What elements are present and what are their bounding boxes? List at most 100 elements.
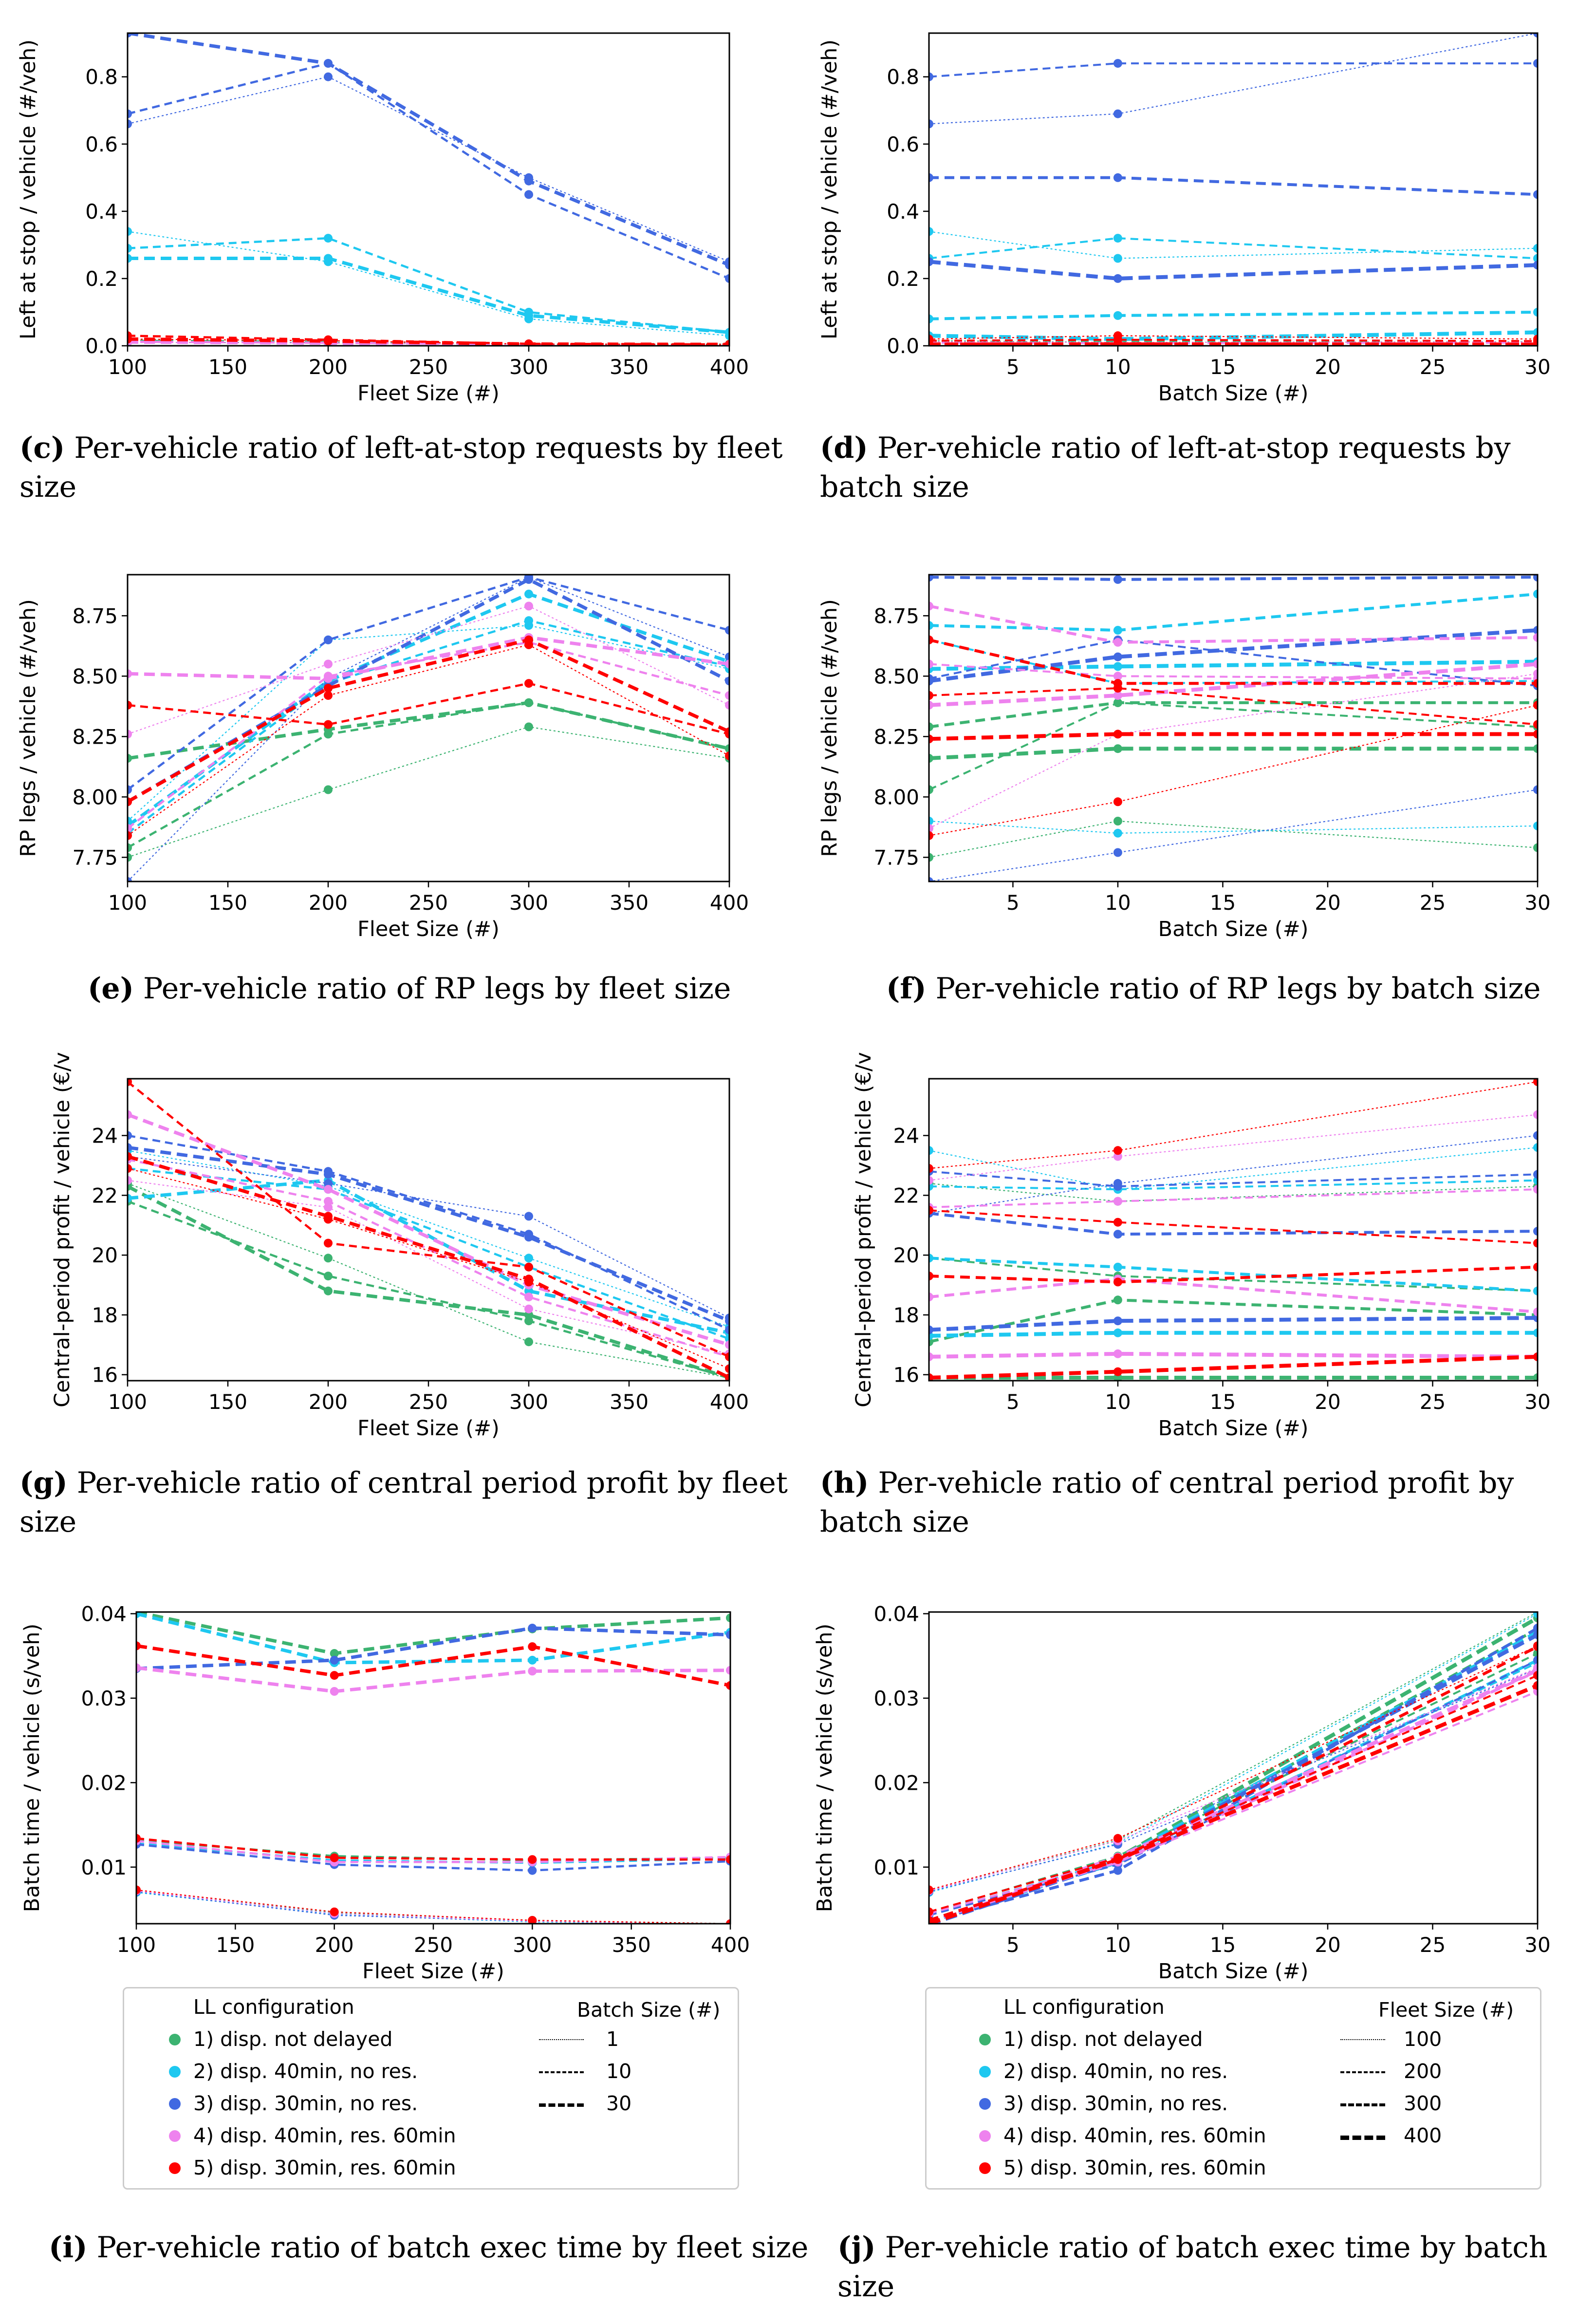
data-point: [524, 616, 533, 625]
data-point: [1113, 1295, 1122, 1305]
data-point: [726, 1666, 730, 1675]
line-style-thin-sample: [539, 2039, 584, 2040]
data-point: [929, 1164, 933, 1173]
x-tick-label: 150: [216, 1933, 255, 1957]
data-point: [1113, 744, 1122, 753]
x-tick-label: 350: [610, 891, 649, 915]
y-axis-label: Left at stop / vehicle (#/veh): [16, 39, 40, 339]
data-point: [1113, 679, 1122, 688]
y-tick-label: 0.03: [873, 1687, 919, 1710]
data-point: [1533, 821, 1538, 830]
x-tick-label: 30: [1524, 355, 1550, 379]
x-tick-label: 400: [710, 1390, 749, 1414]
line-style-thin-sample: [1340, 2039, 1385, 2040]
caption-e: (e) Per-vehicle ratio of RP legs by flee…: [88, 969, 818, 1008]
data-point: [128, 1164, 132, 1173]
data-point: [128, 843, 132, 852]
series-group: [128, 1079, 729, 1381]
data-point: [524, 589, 533, 599]
data-point: [725, 744, 729, 753]
caption-d-letter: (d): [820, 431, 868, 465]
data-point: [1113, 575, 1122, 584]
data-point: [1533, 328, 1538, 337]
data-point: [1533, 720, 1538, 729]
data-point: [725, 1352, 729, 1361]
series-line: [128, 1184, 729, 1380]
x-tick-label: 400: [710, 355, 749, 379]
legend-item-label: 3) disp. 30min, no res.: [193, 2092, 418, 2115]
data-point: [528, 1916, 537, 1924]
data-point: [1533, 730, 1538, 739]
series-line: [128, 576, 729, 881]
data-point: [524, 190, 533, 199]
series-line: [929, 1257, 1538, 1292]
x-tick-label: 350: [612, 1933, 651, 1957]
data-point: [128, 853, 132, 862]
series-line: [929, 820, 1538, 858]
x-tick-label: 10: [1105, 1390, 1131, 1414]
data-point: [1113, 1277, 1122, 1287]
x-tick-label: 15: [1210, 355, 1236, 379]
config-5-marker: [979, 2162, 991, 2174]
x-tick-label: 200: [309, 1390, 348, 1414]
series-line: [128, 1182, 729, 1378]
caption-d: (d) Per-vehicle ratio of left-at-stop re…: [820, 429, 1589, 506]
data-point: [324, 1185, 333, 1194]
series-group: [128, 33, 729, 346]
data-point: [1113, 817, 1122, 825]
data-point: [1533, 1328, 1538, 1337]
y-tick-label: 16: [92, 1363, 118, 1387]
data-point: [1113, 1866, 1122, 1875]
line-style-medium-sample: [539, 2071, 584, 2073]
x-tick-label: 300: [509, 1390, 548, 1414]
data-point: [324, 72, 333, 81]
data-point: [324, 1203, 333, 1212]
line-style-heavy-sample: [1340, 2136, 1385, 2140]
data-point: [929, 1373, 933, 1381]
legend-item: 1) disp. not delayed: [927, 2027, 1316, 2052]
legend-style-item: 300: [1316, 2092, 1530, 2116]
data-point: [1113, 1182, 1122, 1191]
data-point: [1113, 730, 1122, 739]
legend-item-label: 1) disp. not delayed: [193, 2027, 393, 2051]
data-point: [1533, 1307, 1538, 1316]
data-point: [1533, 659, 1538, 669]
x-tick-label: 5: [1006, 1933, 1020, 1957]
data-point: [1533, 1238, 1538, 1248]
x-tick-label: 20: [1315, 891, 1340, 915]
y-tick-label: 24: [92, 1124, 118, 1148]
data-point: [1113, 1316, 1122, 1326]
data-point: [929, 1919, 933, 1924]
x-tick-label: 150: [208, 1390, 247, 1414]
data-point: [128, 1176, 132, 1185]
series-line: [929, 1316, 1538, 1332]
series-line: [929, 1331, 1538, 1338]
series-line: [929, 1354, 1538, 1380]
caption-i: (i) Per-vehicle ratio of batch exec time…: [49, 2228, 818, 2267]
data-point: [1113, 311, 1122, 320]
data-point: [330, 1853, 339, 1862]
legend-item: 5) disp. 30min, res. 60min: [927, 2156, 1316, 2180]
data-point: [1533, 1624, 1538, 1632]
data-point: [1113, 254, 1122, 263]
data-point: [929, 877, 933, 881]
series-line: [136, 1612, 730, 1655]
legend-item-label: 2) disp. 40min, no res.: [1003, 2060, 1228, 2083]
series-line: [128, 1156, 729, 1319]
y-tick-label: 0.01: [81, 1856, 127, 1879]
data-point: [128, 1194, 132, 1203]
caption-i-letter: (i): [49, 2231, 88, 2265]
series-line: [128, 682, 729, 735]
legend-item-label: 1) disp. not delayed: [1003, 2027, 1203, 2051]
y-tick-label: 0.01: [873, 1856, 919, 1879]
series-line: [136, 1890, 730, 1924]
data-point: [929, 1352, 933, 1361]
series-line: [128, 701, 729, 849]
x-tick-label: 200: [309, 355, 348, 379]
data-point: [929, 1885, 933, 1894]
series-line: [929, 704, 1538, 836]
series-line: [128, 605, 729, 735]
x-tick-label: 20: [1315, 1933, 1340, 1957]
x-tick-label: 20: [1315, 355, 1340, 379]
x-axis-label: Batch Size (#): [1158, 1959, 1309, 1984]
